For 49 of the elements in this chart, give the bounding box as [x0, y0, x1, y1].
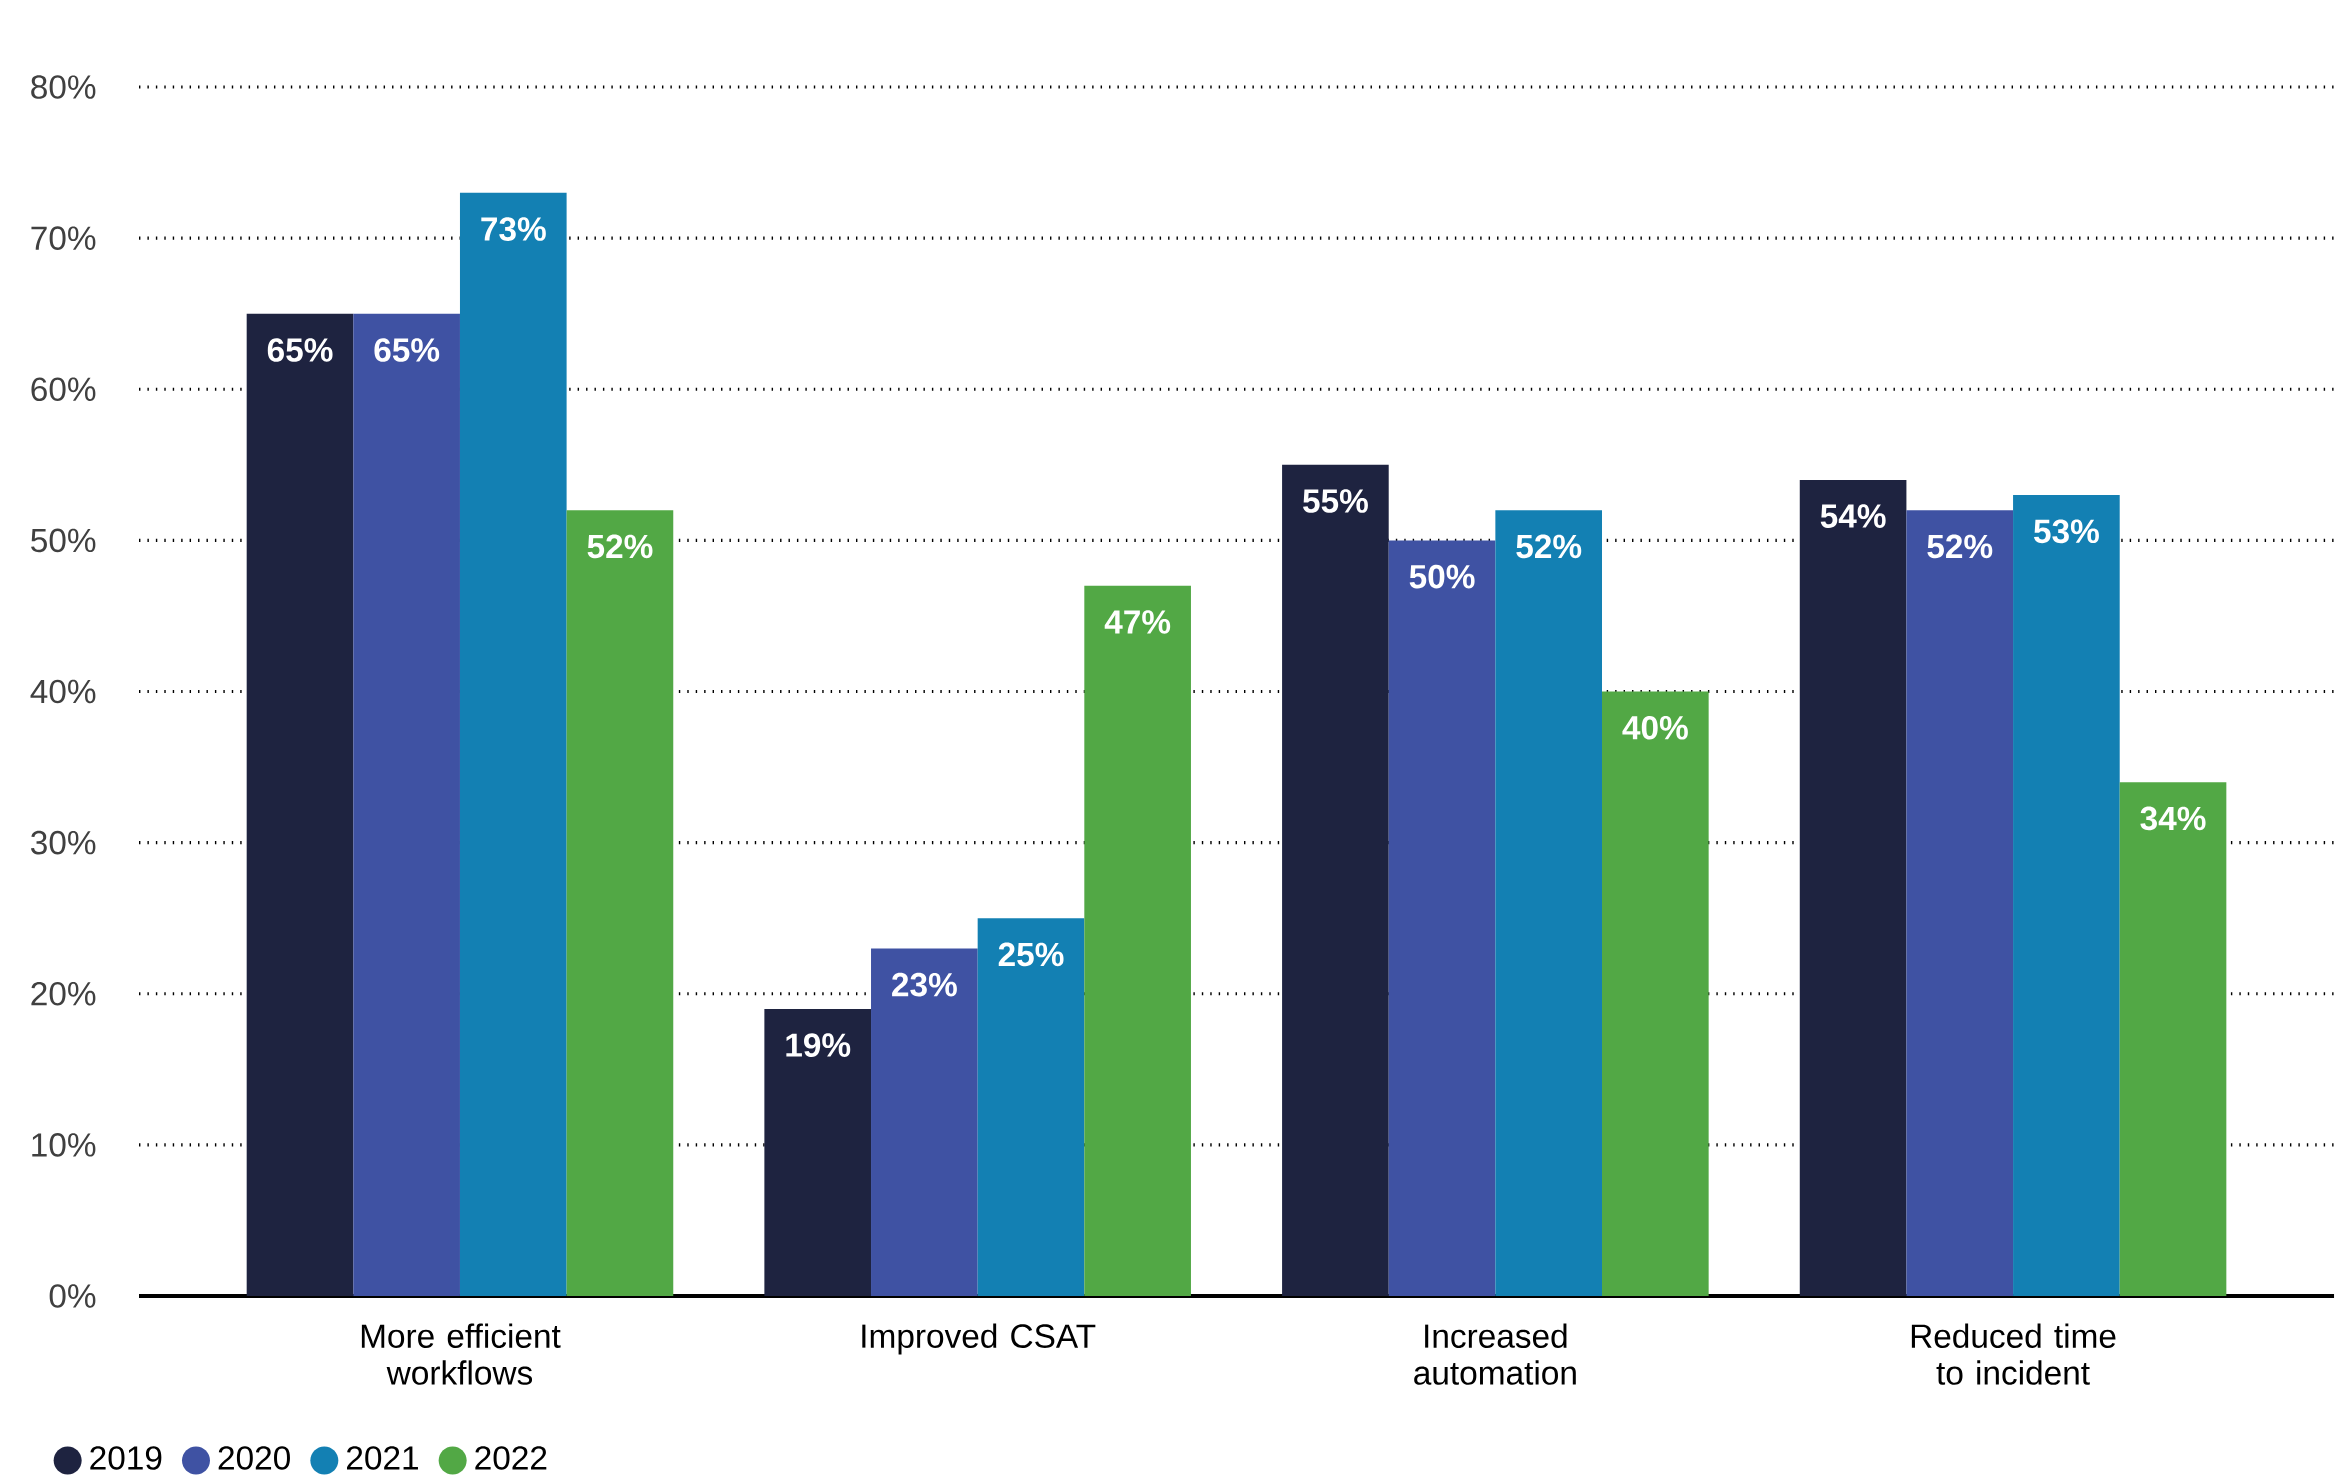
bar	[2013, 495, 2120, 1297]
bar	[459, 192, 567, 1297]
data-label: 23%	[892, 972, 957, 997]
bar	[871, 948, 978, 1297]
bar	[2119, 782, 2227, 1297]
bar	[246, 313, 354, 1297]
y-tick-label: 20%	[31, 981, 96, 1006]
legend-label: 2020	[218, 1446, 290, 1470]
data-label: 65%	[267, 338, 333, 362]
y-tick-label: 30%	[31, 830, 96, 855]
bar	[764, 1008, 872, 1297]
x-tick-label: Reduced time to incident	[1911, 1323, 2116, 1385]
bar	[566, 510, 674, 1297]
data-label: 52%	[1927, 534, 1993, 559]
data-label: 19%	[786, 1033, 851, 1057]
y-tick-label: 40%	[30, 679, 96, 704]
bar	[977, 918, 1085, 1297]
bar	[1799, 479, 1907, 1297]
data-label: 47%	[1104, 610, 1171, 634]
x-tick-label: Increased automation	[1414, 1323, 1576, 1385]
data-label: 53%	[2034, 519, 2099, 544]
bar	[1906, 510, 2014, 1297]
data-label: 73%	[481, 217, 546, 241]
bar	[1495, 510, 1603, 1297]
data-label: 65%	[374, 338, 440, 362]
data-label: 55%	[1303, 489, 1368, 513]
data-label: 54%	[1820, 504, 1886, 528]
data-label: 40%	[1622, 715, 1688, 740]
x-tick-label: Improved CSAT	[862, 1323, 1096, 1355]
bar	[1602, 691, 1709, 1297]
data-label: 50%	[1409, 564, 1475, 589]
legend-label: 2019	[90, 1446, 162, 1470]
data-label: 52%	[1516, 534, 1582, 559]
data-label: 34%	[2140, 806, 2206, 831]
y-tick-label: 60%	[31, 377, 96, 402]
y-tick-label: 0%	[49, 1284, 96, 1308]
bar	[1388, 540, 1496, 1297]
y-tick-label: 10%	[32, 1133, 96, 1157]
data-label: 25%	[998, 942, 1064, 967]
bar	[353, 313, 460, 1297]
data-label: 52%	[587, 534, 653, 559]
bar	[1282, 464, 1389, 1297]
x-tick-label: More efficient workflows	[361, 1323, 561, 1385]
y-tick-label: 70%	[31, 226, 96, 250]
y-tick-label: 80%	[31, 75, 96, 99]
y-tick-label: 50%	[31, 528, 96, 553]
bar	[1084, 585, 1191, 1297]
legend-label: 2022	[475, 1446, 547, 1470]
legend-label: 2021	[347, 1446, 418, 1470]
